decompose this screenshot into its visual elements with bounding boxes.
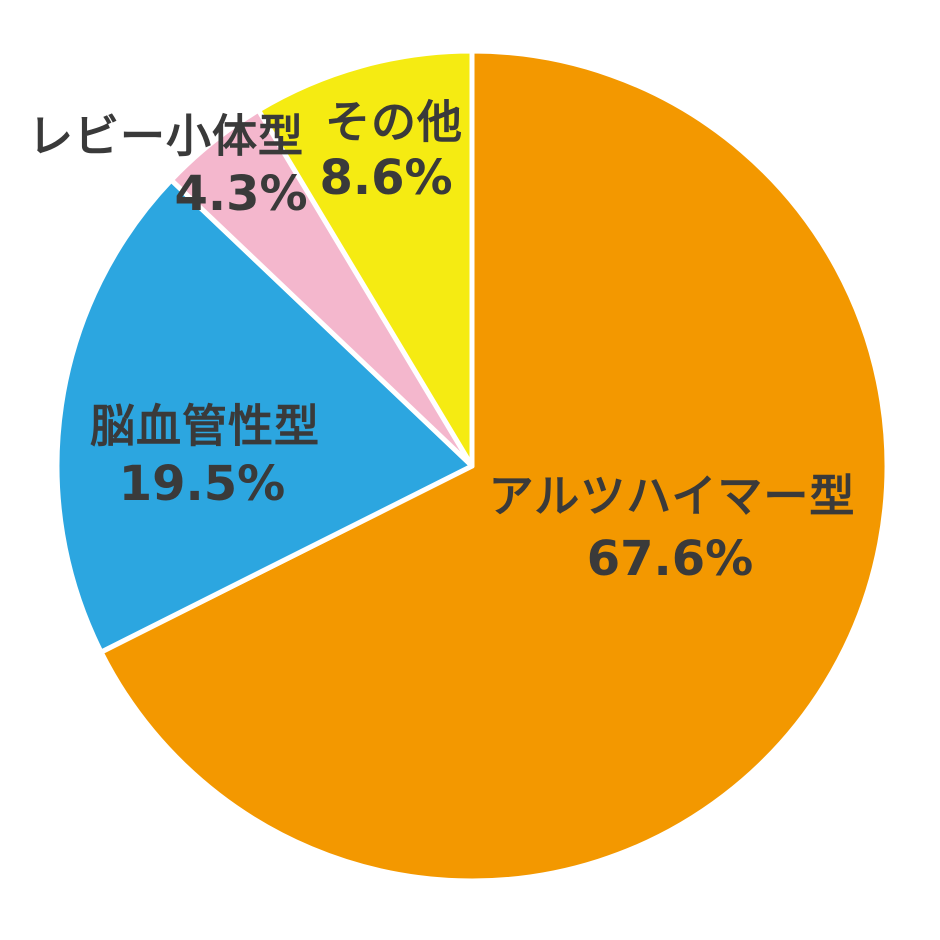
- pie-slice-other: [256, 48, 475, 469]
- pie-slice-vascular: [54, 177, 475, 655]
- slice-pct-lewy-body: 4.3%: [174, 166, 308, 222]
- pie-slice-alzheimer: [98, 48, 890, 884]
- slice-label-other: その他: [324, 95, 464, 149]
- slice-label-alzheimer: アルツハイマー型: [488, 469, 856, 523]
- slice-label-vascular: 脳血管性型: [89, 399, 321, 453]
- slice-pct-other: 8.6%: [319, 150, 453, 206]
- slice-pct-vascular: 19.5%: [118, 456, 286, 512]
- slice-pct-alzheimer: 67.6%: [586, 531, 754, 587]
- slice-label-lewy-body: レビー小体型: [27, 109, 305, 163]
